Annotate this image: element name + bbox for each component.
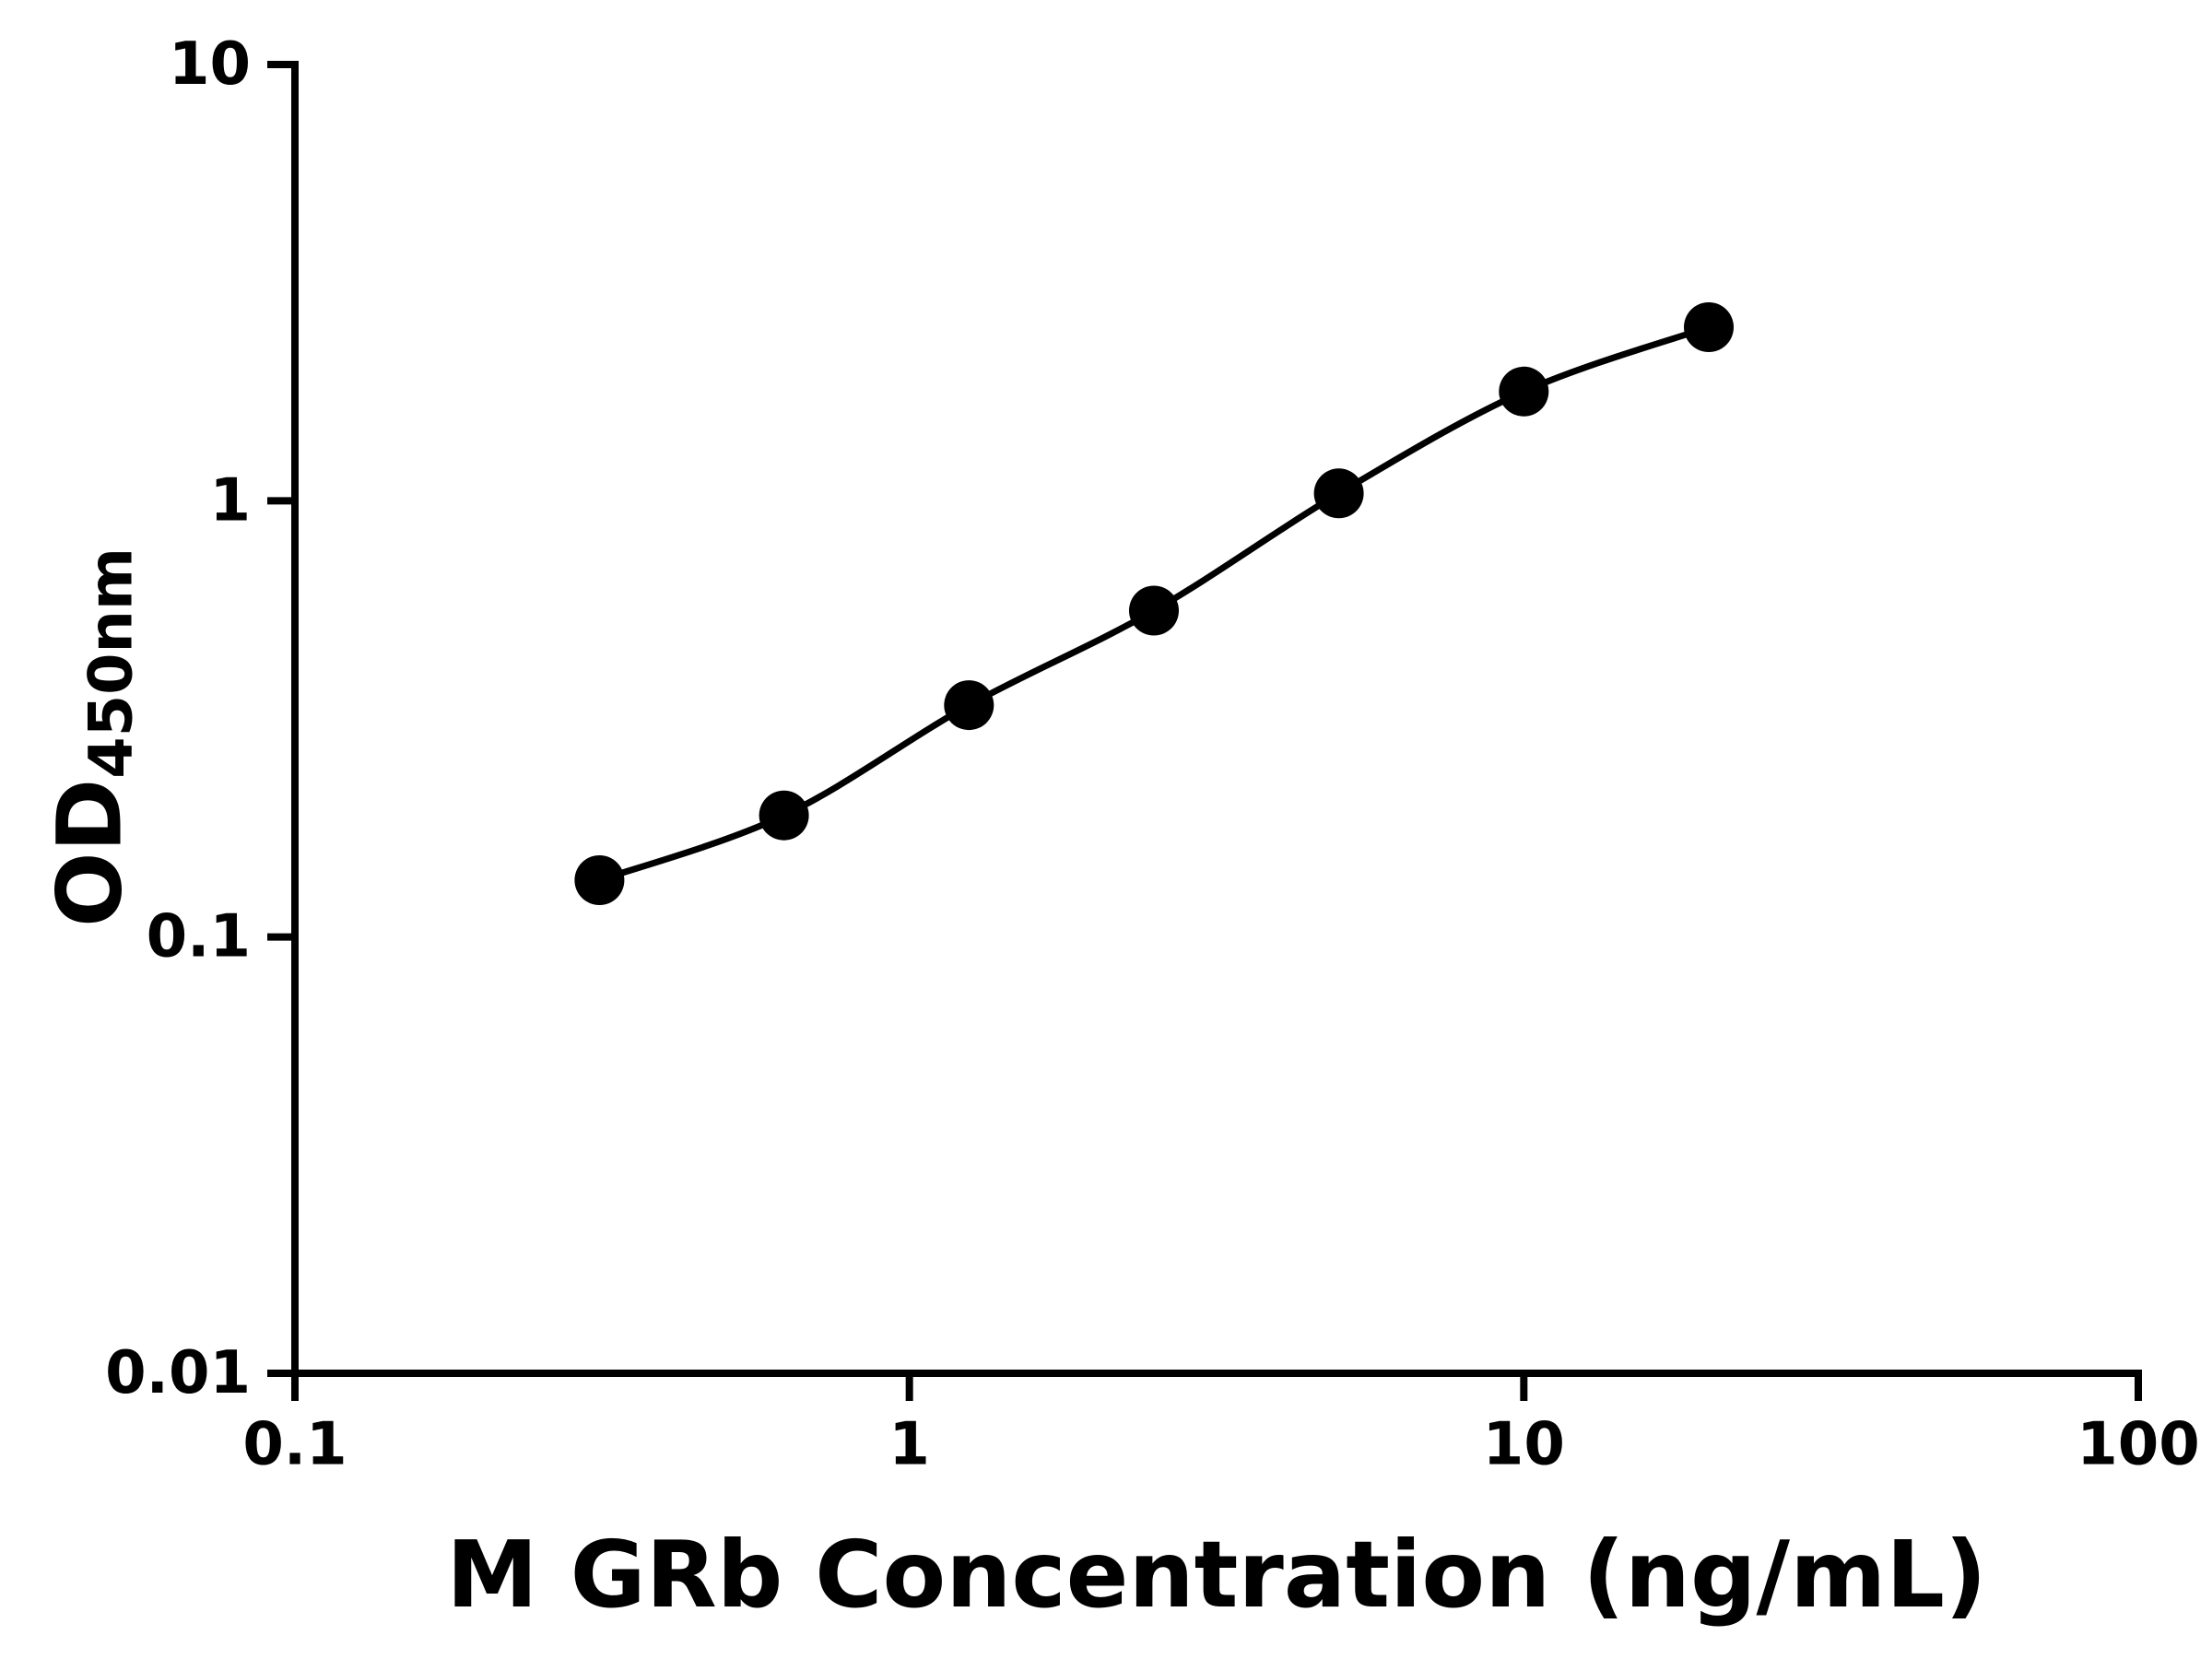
y-axis-tick-label: 0.01 — [105, 1339, 251, 1407]
data-point — [759, 790, 809, 841]
x-axis-tick-label: 10 — [1483, 1410, 1565, 1478]
x-axis-tick-label: 0.1 — [242, 1410, 347, 1478]
data-point — [944, 680, 994, 731]
data-point — [574, 855, 625, 905]
x-axis-title: M GRb Concentration (ng/mL) — [446, 1521, 1987, 1629]
y-axis-tick-label: 0.1 — [147, 903, 251, 971]
y-axis-title: OD450nm — [39, 547, 147, 927]
data-point — [1684, 302, 1734, 352]
data-point — [1499, 366, 1549, 417]
x-axis-tick-label: 100 — [2077, 1410, 2200, 1478]
data-point — [1313, 468, 1364, 519]
x-axis-tick-label: 1 — [888, 1410, 930, 1478]
y-axis-title-subscript: 450nm — [76, 547, 147, 779]
y-axis-tick-label: 10 — [169, 30, 251, 99]
y-axis-title-main: OD — [38, 778, 142, 928]
y-axis-tick-label: 1 — [209, 466, 251, 535]
axis-lines — [291, 61, 2142, 1377]
data-point — [1129, 585, 1179, 636]
